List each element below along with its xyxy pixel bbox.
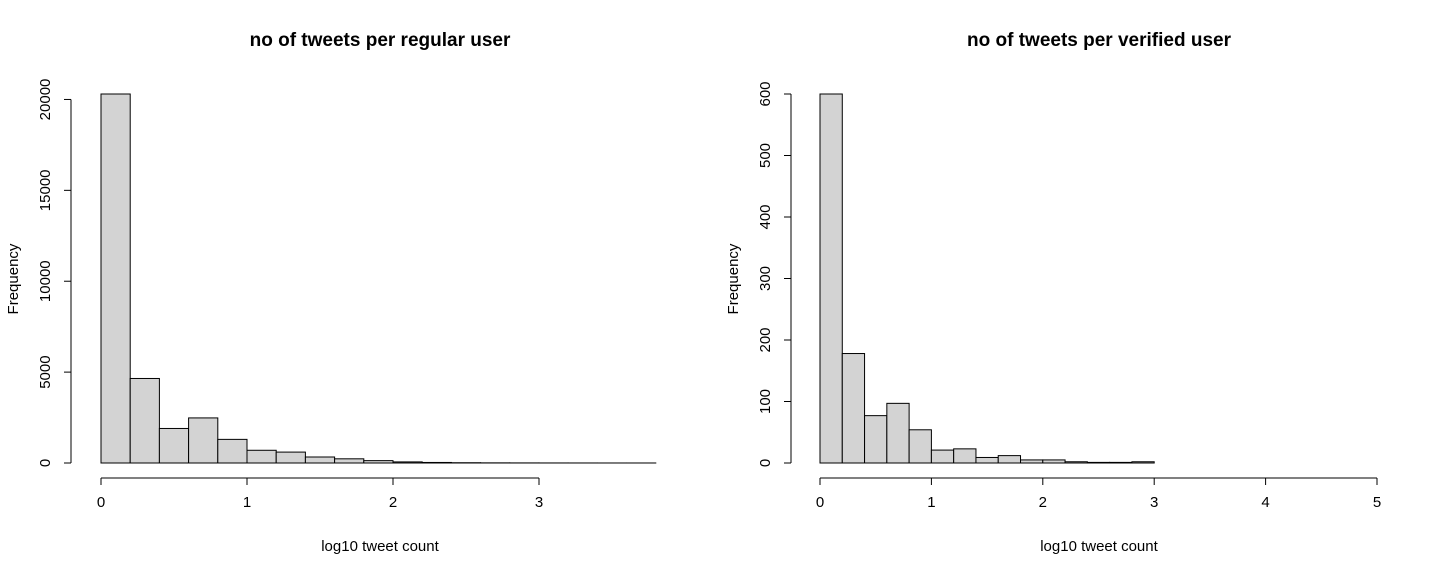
histogram-bar: [841, 353, 866, 464]
histogram-bar: [1020, 459, 1044, 464]
histogram-bar: [217, 438, 248, 464]
histogram-bar: [1109, 461, 1133, 464]
histogram-bar: [421, 461, 452, 464]
y-axis-label: Frequency: [725, 243, 742, 314]
histogram-bar: [1131, 461, 1155, 464]
histogram-verified-user: no of tweets per verified user 0 1 2 3 4 5 0 100…: [725, 30, 1381, 555]
histogram-bar: [1064, 461, 1088, 464]
histogram-bar: [819, 93, 843, 464]
histogram-bar: [953, 448, 977, 464]
y-tick-label: 200: [757, 327, 774, 352]
y-tick-label: 500: [757, 143, 774, 168]
y-tick-label: 5000: [37, 355, 54, 388]
histogram-regular-user: no of tweets per regular user 0 1 2 3 0 5000 10…: [5, 30, 657, 555]
x-axis-label: log10 tweet count: [1040, 538, 1158, 555]
histogram-bar: [930, 449, 955, 464]
y-tick-label: 300: [757, 266, 774, 291]
x-tick-label: 0: [816, 494, 824, 511]
y-tick-label: 0: [757, 459, 774, 467]
histogram-bar: [864, 415, 888, 464]
histogram-bar: [246, 449, 277, 464]
histogram-bar: [334, 458, 365, 464]
chart-title: no of tweets per verified user: [967, 30, 1232, 51]
histogram-bar: [997, 455, 1022, 464]
y-tick-label: 20000: [37, 79, 54, 121]
x-tick-label: 0: [97, 494, 105, 511]
histogram-bar: [275, 451, 306, 464]
y-axis-label: Frequency: [5, 243, 22, 314]
y-tick-label: 0: [37, 459, 54, 467]
x-tick-label: 2: [1039, 494, 1047, 511]
histogram-bar: [1042, 459, 1066, 464]
histogram-bar: [908, 429, 932, 464]
chart-title: no of tweets per regular user: [250, 30, 511, 51]
x-tick-label: 1: [243, 494, 251, 511]
histogram-bar: [1086, 461, 1111, 464]
histogram-bar: [129, 377, 160, 464]
x-tick-label: 3: [535, 494, 543, 511]
y-tick-label: 10000: [37, 260, 54, 302]
y-tick-label: 15000: [37, 169, 54, 211]
x-tick-label: 1: [927, 494, 935, 511]
y-tick-label: 400: [757, 204, 774, 229]
x-tick-label: 3: [1150, 494, 1158, 511]
histogram-bar: [363, 460, 394, 464]
histogram-bar: [100, 93, 131, 464]
histogram-bar: [886, 402, 910, 464]
histogram-bar: [392, 461, 423, 464]
x-axis-label: log10 tweet count: [321, 538, 439, 555]
histogram-bar: [188, 417, 219, 464]
y-tick-label: 600: [757, 81, 774, 106]
x-tick-label: 5: [1373, 494, 1381, 511]
histogram-bar: [158, 427, 190, 464]
y-tick-label: 100: [757, 389, 774, 414]
histogram-bar: [975, 456, 999, 464]
x-tick-label: 2: [389, 494, 397, 511]
x-tick-label: 4: [1261, 494, 1269, 511]
histogram-bar: [304, 456, 336, 464]
